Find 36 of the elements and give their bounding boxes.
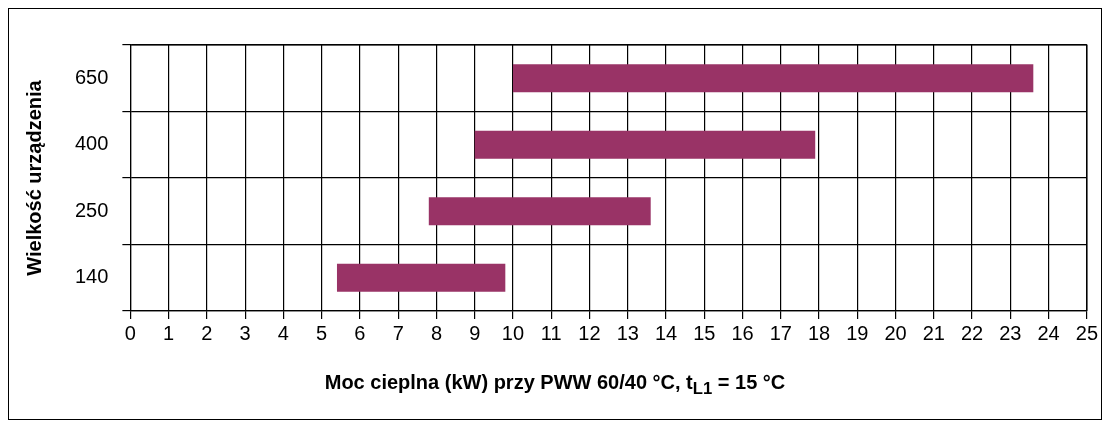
x-tick-label: 12	[578, 321, 601, 344]
x-axis-title: Moc cieplna (kW) przy PWW 60/40 °C, t$_{L1}$ = 15 °C	[323, 371, 787, 399]
bar	[474, 130, 816, 159]
y-tick-label: 250	[74, 198, 109, 221]
x-tick-label: 21	[922, 321, 945, 344]
x-tick-label: 24	[1037, 321, 1060, 344]
x-tick-label: 22	[960, 321, 984, 344]
x-tick-label: 14	[654, 321, 678, 344]
x-tick-label: 13	[616, 321, 639, 344]
x-tick-label: 7	[392, 321, 404, 344]
x-tick-label: 3	[239, 321, 251, 344]
y-axis-title: Wielkość urządzenia	[22, 79, 45, 276]
y-tick-label: 400	[74, 132, 109, 155]
bar	[512, 64, 1034, 93]
x-tick-label: 9	[469, 321, 481, 344]
x-tick-label: 6	[354, 321, 366, 344]
x-tick-label: 15	[693, 321, 716, 344]
x-tick-label: 17	[769, 321, 792, 344]
x-tick-label: 0	[124, 321, 136, 344]
x-tick-label: 5	[316, 321, 328, 344]
x-tick-label: 23	[999, 321, 1022, 344]
bar	[336, 263, 506, 292]
x-tick-label: 2	[201, 321, 213, 344]
x-tick-label: 20	[884, 321, 907, 344]
x-tick-label: 1	[163, 321, 175, 344]
bar	[428, 197, 651, 226]
x-tick-label: 25	[1075, 321, 1098, 344]
y-tick-label: 650	[74, 65, 109, 88]
x-tick-label: 11	[540, 321, 562, 344]
x-tick-label: 16	[731, 321, 754, 344]
x-tick-label: 8	[430, 321, 443, 344]
x-tick-label: 18	[807, 321, 831, 344]
x-tick-label: 19	[846, 321, 869, 344]
x-tick-label: 10	[501, 321, 525, 344]
x-tick-label: 4	[277, 321, 289, 344]
y-tick-label: 140	[74, 265, 109, 288]
